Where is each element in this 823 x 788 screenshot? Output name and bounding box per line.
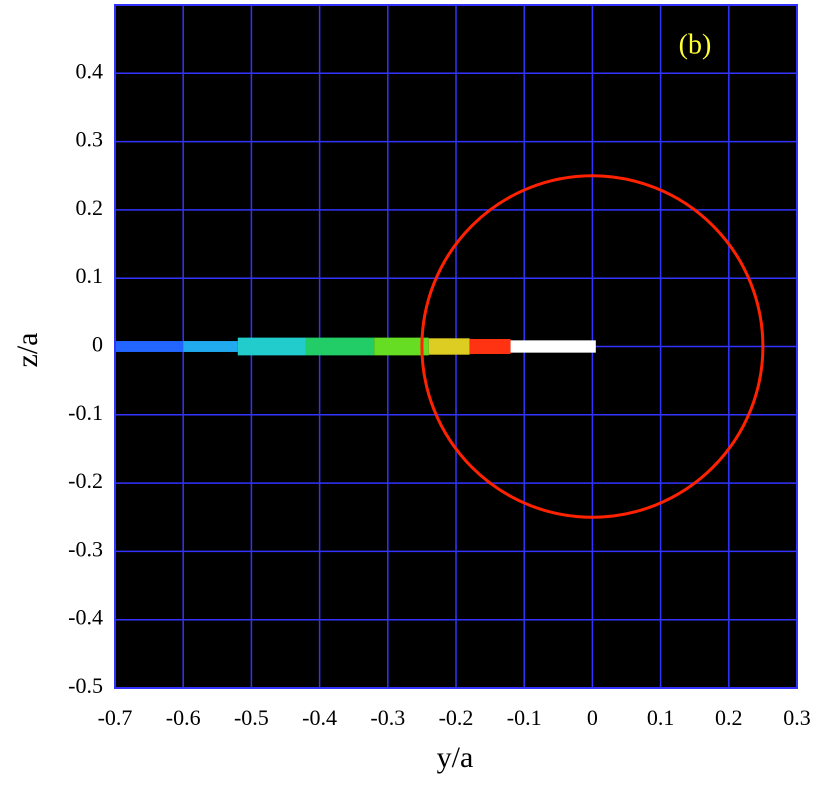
jet-segment — [305, 337, 375, 356]
jet-segment — [469, 338, 511, 355]
y-tick-label: 0.4 — [76, 58, 104, 83]
y-tick-label: 0.3 — [76, 127, 104, 152]
jet-segment — [428, 338, 470, 355]
x-tick-label: -0.3 — [370, 705, 405, 730]
y-axis-title: z/a — [11, 333, 44, 368]
x-tick-label: -0.7 — [98, 705, 133, 730]
x-tick-label: -0.1 — [507, 705, 542, 730]
y-tick-label: -0.4 — [68, 605, 103, 630]
y-tick-label: -0.3 — [68, 536, 103, 561]
x-tick-label: -0.4 — [302, 705, 337, 730]
x-axis-title: y/a — [437, 741, 474, 774]
x-tick-label: 0.1 — [647, 705, 675, 730]
y-tick-label: -0.1 — [68, 400, 103, 425]
frame — [114, 4, 798, 689]
y-tick-label: -0.2 — [68, 468, 103, 493]
jet-segment — [510, 340, 596, 353]
x-tick-label: 0 — [587, 705, 598, 730]
jet-segment — [115, 341, 184, 352]
y-tick-label: 0 — [92, 332, 103, 357]
circle — [420, 174, 765, 519]
jet-segment — [183, 341, 238, 352]
jet-segment — [237, 337, 306, 356]
jet-segment — [374, 337, 429, 356]
annotation: (b) — [679, 29, 712, 60]
x-tick-label: 0.3 — [783, 705, 811, 730]
y-tick-label: -0.5 — [68, 673, 103, 698]
x-tick-label: -0.6 — [166, 705, 201, 730]
y-tick-label: 0.1 — [76, 263, 104, 288]
x-tick-label: 0.2 — [715, 705, 743, 730]
x-tick-label: -0.5 — [234, 705, 269, 730]
y-tick-label: 0.2 — [76, 195, 104, 220]
x-tick-label: -0.2 — [439, 705, 474, 730]
